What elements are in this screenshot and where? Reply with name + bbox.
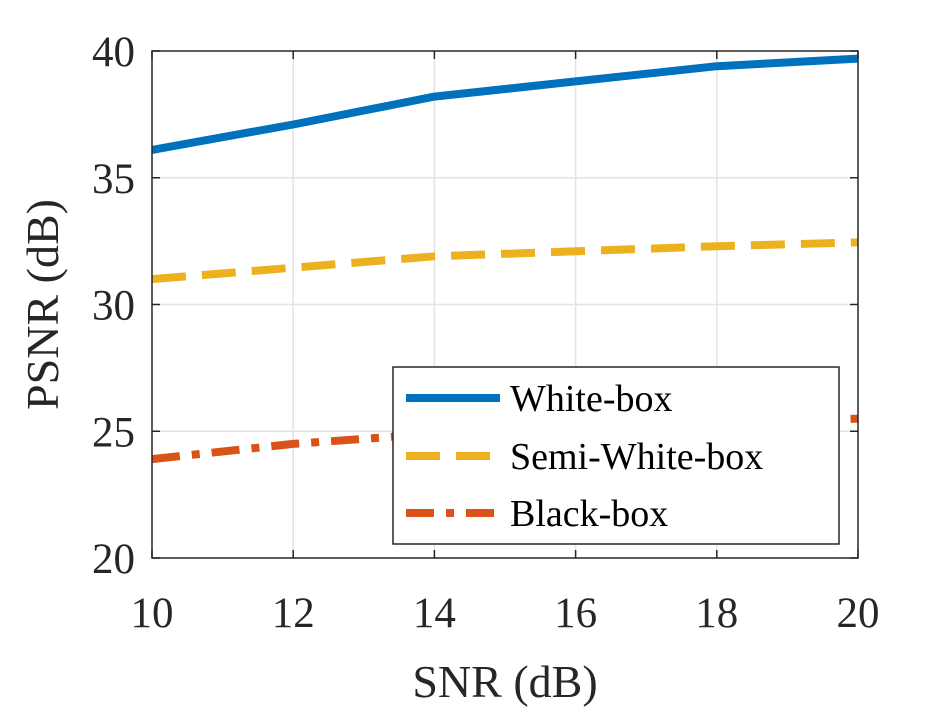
legend-label: Semi-White-box	[510, 436, 763, 478]
x-tick-label: 10	[131, 590, 174, 637]
y-tick-label: 35	[92, 156, 135, 203]
legend-label: Black-box	[510, 493, 668, 535]
x-tick-label: 14	[413, 590, 456, 637]
x-tick-label: 16	[554, 590, 597, 637]
y-tick-label: 40	[92, 29, 135, 76]
y-tick-label: 20	[92, 536, 135, 583]
series-line	[151, 238, 859, 284]
axis-ticks	[151, 50, 859, 559]
series-lines	[151, 54, 859, 464]
y-axis-title: PSNR (dB)	[17, 199, 68, 410]
y-tick-labels: 20 25 30 35 40	[92, 29, 135, 583]
legend: White-box Semi-White-box Black-box	[392, 366, 840, 545]
x-tick-labels: 10 12 14 16 18 20	[131, 590, 880, 637]
x-tick-label: 18	[695, 590, 738, 637]
x-tick-label: 20	[837, 590, 880, 637]
legend-label: White-box	[510, 378, 673, 420]
x-axis-title: SNR (dB)	[412, 656, 597, 707]
series-line	[151, 54, 859, 154]
y-tick-label: 30	[92, 283, 135, 330]
x-tick-label: 12	[272, 590, 315, 637]
y-tick-label: 25	[92, 409, 135, 456]
